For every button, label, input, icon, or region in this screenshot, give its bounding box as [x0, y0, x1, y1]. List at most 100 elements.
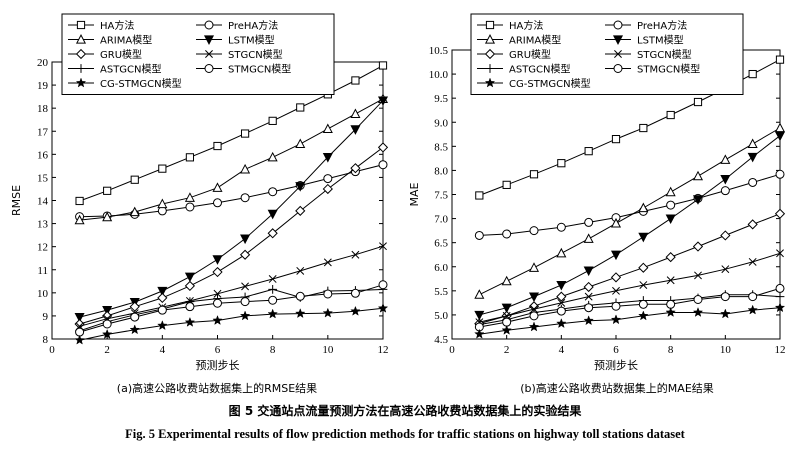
rmse-series-6-point	[268, 284, 278, 294]
rmse-series-8-point	[184, 316, 196, 327]
mae-y-tick-label: 9.5	[434, 93, 448, 105]
rmse-series-5-point	[213, 289, 222, 298]
rmse-series-7-point	[130, 312, 140, 322]
mae-y-tick-label: 5.0	[434, 310, 448, 322]
rmse-x-tick-label: 2	[104, 344, 110, 356]
mae-y-tick-label: 9.0	[434, 117, 448, 129]
mae-series-8-point	[556, 318, 567, 329]
mae-y-tick-label: 8.0	[434, 165, 448, 177]
rmse-series-7-point	[185, 302, 195, 312]
mae-series-line-2	[479, 127, 781, 296]
mae-series-5-point	[776, 249, 784, 258]
rmse-series-0-point	[75, 196, 84, 206]
mae-series-1-point	[529, 226, 539, 236]
mae-x-tick-label: 6	[613, 344, 619, 356]
mae-legend-item: ARIMA模型	[477, 34, 561, 47]
mae-series-2-point	[528, 262, 540, 272]
rmse-series-2-point	[267, 151, 278, 162]
mae-legend-marker	[614, 50, 622, 58]
mae-legend-marker	[612, 35, 624, 45]
rmse-series-8-point	[377, 302, 389, 313]
rmse-series-line-5	[79, 245, 384, 327]
mae-series-0-point	[611, 135, 621, 144]
rmse-series-2-point	[350, 108, 361, 119]
rmse-chart-panel: 8 9 10 11 12 13 14 15 16 17 18 19 20 0 2 4 6 8 10 12 预测步长 RMS…	[10, 13, 389, 372]
rmse-series-5-point	[241, 282, 250, 291]
rmse-y-tick-label: 10	[37, 288, 49, 300]
rmse-legend-label: STMGCN模型	[228, 63, 291, 76]
rmse-series-5-point	[296, 266, 305, 275]
mae-series-7-point	[775, 283, 785, 293]
rmse-series-7-point	[323, 289, 333, 299]
rmse-series-1-point	[213, 198, 222, 208]
rmse-y-tick-label: 9	[43, 311, 49, 323]
rmse-series-7-point	[213, 298, 222, 308]
rmse-series-7-point	[240, 297, 250, 307]
mae-series-2-point	[501, 275, 512, 286]
mae-y-tick-label: 7.0	[434, 214, 448, 226]
rmse-series-3-point	[350, 125, 361, 135]
rmse-series-7-point	[268, 295, 278, 305]
mae-y-tick-label: 10.5	[429, 45, 449, 57]
rmse-series-line-8	[79, 307, 384, 341]
rmse-series-2-point	[74, 214, 85, 225]
mae-series-8-point	[583, 315, 594, 326]
mae-series-3-point	[665, 214, 676, 225]
rmse-series-1-point	[268, 187, 278, 197]
mae-series-3-point	[747, 152, 758, 163]
mae-legend-label: LSTM模型	[637, 34, 684, 47]
mae-series-2-point	[774, 122, 786, 133]
rmse-series-0-point	[268, 116, 277, 125]
mae-series-7-point	[693, 295, 703, 305]
mae-series-3-point	[556, 280, 567, 291]
rmse-y-axis-label: RMSE	[10, 185, 23, 216]
rmse-series-7-point	[157, 305, 167, 315]
rmse-legend-marker	[76, 64, 86, 73]
mae-series-4-point	[747, 219, 758, 230]
rmse-series-8-point	[350, 305, 361, 316]
mae-series-1-point	[474, 230, 484, 240]
rmse-x-tick-label: 12	[378, 344, 389, 356]
mae-series-3-point	[528, 292, 540, 303]
rmse-series-3-point	[74, 312, 85, 323]
rmse-series-3-point	[212, 255, 223, 265]
mae-legend-marker	[484, 48, 496, 60]
mae-series-2-point	[692, 170, 704, 181]
mae-series-7-point	[556, 306, 566, 316]
rmse-series-1-point	[157, 206, 167, 216]
rmse-series-8-point	[322, 307, 334, 318]
rmse-series-0-point	[213, 141, 222, 151]
mae-legend-label: STMGCN模型	[637, 63, 700, 76]
rmse-series-3-point	[267, 209, 278, 220]
mae-series-2-point	[665, 186, 676, 197]
mae-series-8-point	[747, 304, 758, 315]
mae-series-8-point	[474, 328, 485, 339]
rmse-series-8-point	[129, 324, 141, 335]
rmse-legend-label: LSTM模型	[228, 34, 275, 47]
mae-series-8-point	[610, 314, 622, 325]
rmse-legend-label: ASTGCN模型	[100, 63, 162, 76]
mae-series-line-6	[479, 294, 781, 326]
mae-series-line-4	[479, 213, 781, 325]
mae-series-4-point	[692, 241, 704, 252]
mae-y-axis-label: MAE	[408, 182, 421, 206]
mae-series-5-point	[666, 276, 675, 285]
mae-y-tick-label: 4.5	[434, 334, 448, 346]
mae-legend: HA方法 PreHA方法 ARIMA模型 LSTM模型 GRU模型 STGCN模型 ASTG…	[470, 13, 744, 95]
rmse-series-line-3	[79, 100, 384, 318]
rmse-series-4-point	[350, 163, 361, 174]
mae-series-line-1	[479, 173, 781, 236]
rmse-series-5-point	[323, 258, 332, 267]
mae-series-4-point	[665, 252, 676, 263]
rmse-x-tick-label: 8	[270, 344, 276, 356]
mae-series-2-point	[583, 233, 594, 243]
mae-legend-item: PreHA方法	[605, 19, 687, 32]
mae-series-2-point	[747, 138, 758, 149]
mae-series-3-point	[720, 174, 731, 185]
mae-legend-label: STGCN模型	[637, 48, 692, 61]
mae-series-3-point	[474, 310, 485, 321]
mae-series-0-point	[693, 97, 703, 107]
rmse-series-4-point	[184, 280, 196, 292]
mae-series-2-point	[610, 217, 622, 228]
mae-series-3-point	[774, 131, 786, 142]
